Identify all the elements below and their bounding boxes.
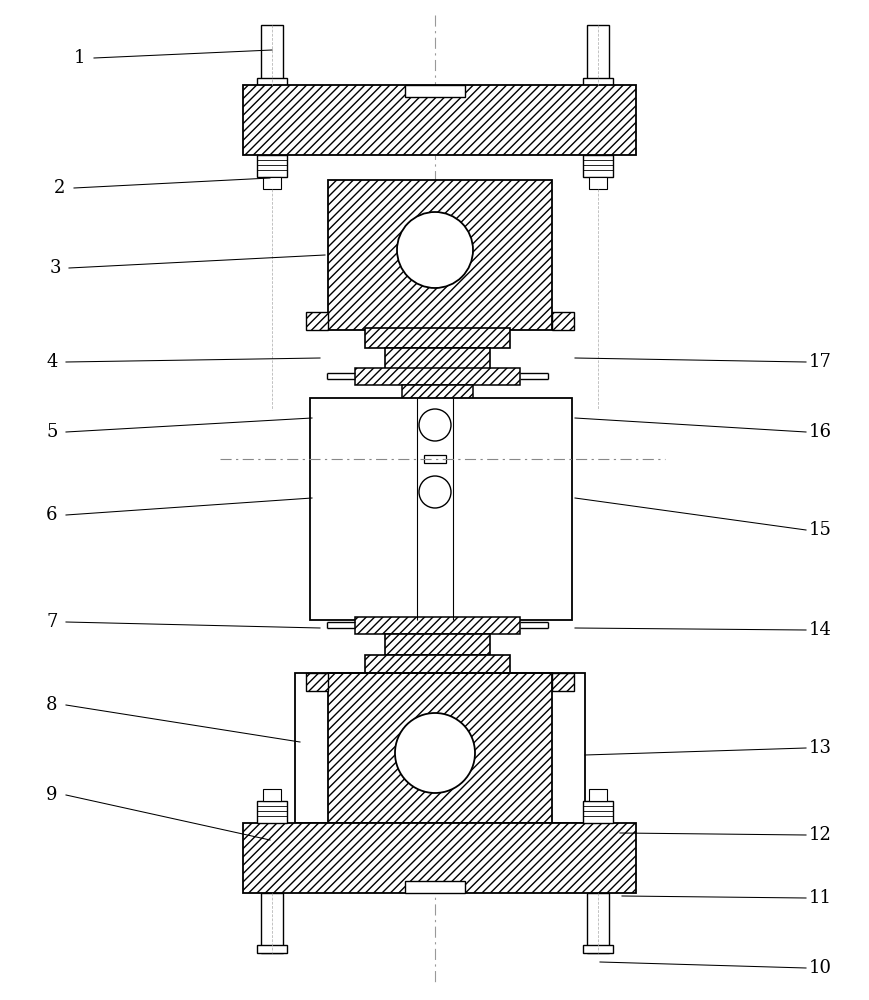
Circle shape <box>395 713 474 793</box>
Text: 2: 2 <box>54 179 66 197</box>
Bar <box>587 25 608 85</box>
Text: 14: 14 <box>807 621 831 639</box>
Bar <box>355 617 520 634</box>
Bar <box>309 398 571 620</box>
Bar <box>242 85 635 155</box>
Bar <box>365 655 509 675</box>
Bar <box>256 155 287 177</box>
Bar <box>262 789 281 801</box>
Bar <box>355 368 520 385</box>
Text: 3: 3 <box>50 259 61 277</box>
Bar <box>261 25 282 85</box>
Text: 17: 17 <box>807 353 831 371</box>
Bar <box>582 78 613 86</box>
Bar <box>582 155 613 177</box>
Text: 15: 15 <box>807 521 831 539</box>
Bar <box>588 789 607 801</box>
Bar <box>261 893 282 953</box>
Bar <box>256 78 287 86</box>
Text: 8: 8 <box>46 696 57 714</box>
Bar <box>256 945 287 953</box>
Bar <box>256 801 287 823</box>
Bar <box>582 801 613 823</box>
Bar <box>385 634 489 655</box>
Circle shape <box>419 476 450 508</box>
Text: 13: 13 <box>807 739 831 757</box>
Circle shape <box>419 409 450 441</box>
Text: 5: 5 <box>46 423 57 441</box>
Bar <box>401 385 473 400</box>
Bar <box>587 893 608 953</box>
Bar <box>295 673 584 823</box>
Text: 11: 11 <box>807 889 831 907</box>
Bar <box>405 881 464 893</box>
Text: 4: 4 <box>46 353 57 371</box>
Bar <box>242 823 635 893</box>
Text: 1: 1 <box>74 49 86 67</box>
Text: 16: 16 <box>807 423 831 441</box>
Bar <box>328 180 551 330</box>
Bar <box>588 177 607 189</box>
Bar <box>306 673 328 691</box>
Bar <box>405 85 464 97</box>
Text: 12: 12 <box>807 826 831 844</box>
Circle shape <box>396 212 473 288</box>
Bar <box>306 312 328 330</box>
Text: 7: 7 <box>46 613 57 631</box>
Bar <box>582 945 613 953</box>
Bar <box>328 673 551 823</box>
Bar <box>262 177 281 189</box>
Bar <box>423 455 446 463</box>
Text: 6: 6 <box>46 506 57 524</box>
Bar <box>365 328 509 348</box>
Text: 10: 10 <box>807 959 831 977</box>
Bar <box>385 348 489 370</box>
Bar <box>551 312 574 330</box>
Text: 9: 9 <box>46 786 57 804</box>
Bar <box>551 673 574 691</box>
